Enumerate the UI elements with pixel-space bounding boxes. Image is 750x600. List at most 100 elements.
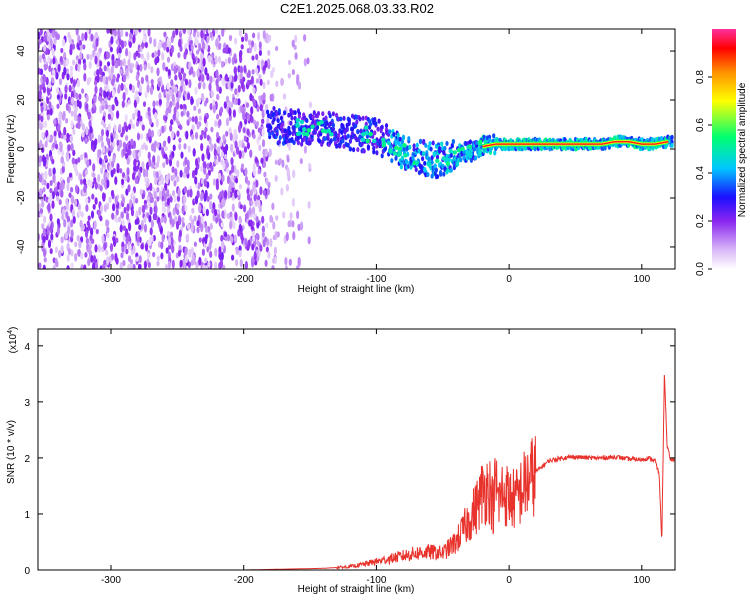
trace-cell	[290, 137, 294, 142]
heatmap-cell	[165, 109, 169, 116]
heatmap-cell	[38, 67, 41, 75]
heatmap-cell	[308, 101, 313, 109]
heatmap-cell	[227, 56, 231, 64]
heatmap-cell	[232, 109, 236, 118]
heatmap-cell	[130, 208, 135, 217]
heatmap-cell	[258, 134, 262, 141]
trace-blob	[392, 151, 397, 156]
heatmap-cell	[243, 146, 248, 153]
heatmap-cell	[72, 215, 76, 224]
heatmap-cell	[142, 35, 146, 44]
heatmap-cell	[252, 32, 256, 39]
heatmap-cell	[192, 57, 196, 65]
heatmap-cell	[135, 120, 140, 127]
heatmap-cell	[94, 55, 98, 65]
heatmap-cell	[212, 178, 217, 186]
heatmap-cell	[256, 240, 260, 246]
heatmap-cell	[115, 133, 119, 141]
heatmap-cell	[217, 75, 221, 82]
heatmap-cell	[148, 237, 152, 247]
heatmap-cell	[255, 121, 259, 127]
heatmap-cell	[49, 107, 53, 116]
heatmap-cell	[171, 244, 175, 254]
heatmap-cell	[63, 135, 67, 141]
heatmap-cell	[65, 231, 69, 240]
heatmap-cell	[156, 154, 161, 164]
trace-cell	[603, 145, 607, 151]
heatmap-cell	[176, 120, 180, 127]
heatmap-cell	[180, 29, 184, 34]
heatmap-cell	[83, 185, 87, 194]
heatmap-cell	[42, 227, 46, 237]
trace-cell	[381, 132, 385, 138]
heatmap-cell	[241, 150, 245, 159]
trace-blob	[467, 152, 472, 158]
heatmap-cell	[230, 157, 234, 166]
heatmap-cell	[271, 202, 275, 211]
heatmap-cell	[267, 49, 271, 56]
heatmap-cell	[251, 243, 255, 251]
top-y-axis: -40 -20 0 20 40	[16, 45, 675, 254]
heatmap-cell	[201, 41, 206, 51]
heatmap-cell	[303, 145, 307, 154]
heatmap-cell	[166, 37, 170, 46]
heatmap-cell	[220, 222, 224, 228]
heatmap-cell	[160, 216, 164, 224]
heatmap-cell	[186, 189, 190, 198]
trace-blob	[295, 122, 300, 127]
heatmap-cell	[153, 38, 157, 48]
heatmap-cell	[178, 89, 182, 99]
heatmap-cell	[194, 115, 198, 125]
trace-cell	[493, 150, 497, 156]
heatmap-cell	[45, 234, 49, 241]
heatmap-cell	[166, 82, 170, 90]
heatmap-cell	[85, 94, 89, 103]
heatmap-cell	[176, 130, 180, 138]
heatmap-cell	[208, 231, 212, 239]
heatmap-cell	[193, 29, 197, 34]
trace-blob	[478, 139, 483, 144]
heatmap-cell	[150, 220, 154, 228]
heatmap-cell	[92, 102, 96, 109]
heatmap-cell	[222, 47, 226, 54]
heatmap-cell	[62, 110, 66, 120]
heatmap-cell	[158, 98, 162, 106]
trace-blob	[445, 161, 450, 166]
trace-cell	[290, 115, 294, 121]
heatmap-cell	[226, 234, 230, 242]
heatmap-cell	[191, 207, 195, 214]
heatmap-cell	[203, 167, 207, 175]
heatmap-cell	[147, 29, 151, 37]
bottom-plot-frame	[37, 328, 676, 571]
trace-cell	[407, 136, 411, 142]
heatmap-cell	[68, 192, 72, 198]
heatmap-cell	[184, 254, 188, 264]
heatmap-cell	[136, 95, 140, 105]
trace-blob	[381, 137, 386, 142]
heatmap-cell	[193, 105, 197, 111]
trace-cell	[435, 154, 440, 160]
heatmap-cell	[190, 224, 194, 233]
heatmap-cell	[209, 236, 213, 245]
heatmap-cell	[56, 103, 60, 109]
heatmap-cell	[121, 196, 126, 204]
heatmap-cell	[224, 73, 228, 82]
heatmap-cell	[72, 59, 76, 66]
heatmap-cell	[158, 180, 162, 187]
heatmap-cell	[97, 134, 101, 144]
heatmap-cell	[250, 106, 254, 115]
heatmap-cell	[231, 194, 235, 201]
trace-blob	[360, 137, 366, 142]
heatmap-cell	[178, 229, 182, 238]
heatmap-cell	[282, 93, 287, 100]
heatmap-cell	[63, 126, 67, 136]
heatmap-cell	[230, 173, 234, 182]
heatmap-cell	[93, 220, 97, 230]
x-tick-label: 0	[506, 575, 512, 586]
heatmap-cell	[228, 34, 233, 42]
heatmap-cell	[94, 181, 98, 190]
heatmap-cell	[156, 67, 160, 77]
heatmap-cell	[137, 109, 141, 119]
heatmap-cell	[143, 216, 147, 224]
heatmap-cell	[117, 145, 121, 152]
